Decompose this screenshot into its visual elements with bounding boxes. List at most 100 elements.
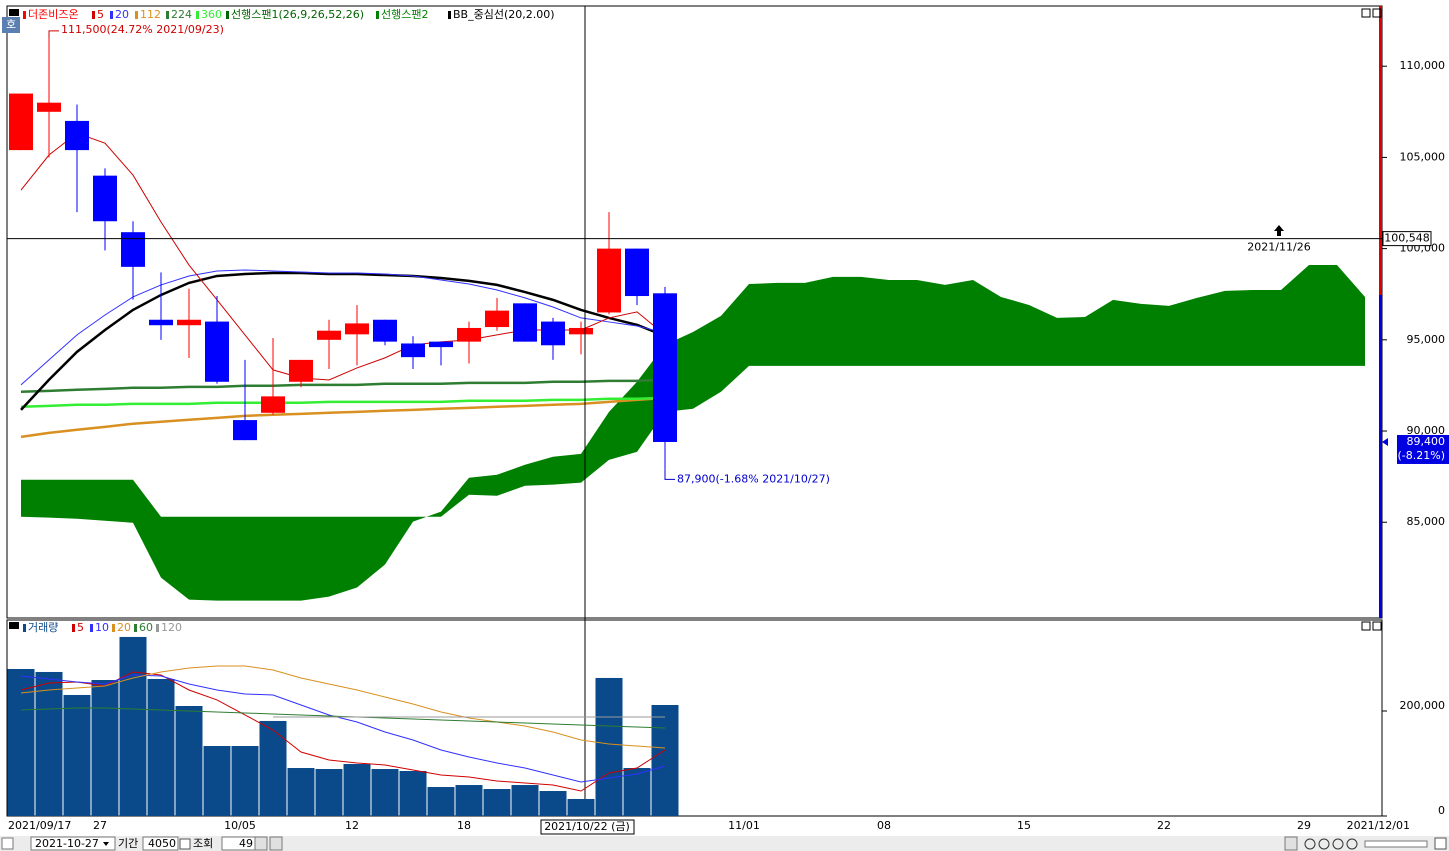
legend-label: 선행스팬1(26,9,26,52,26) — [231, 8, 364, 21]
legend-label: 20 — [115, 8, 129, 21]
ma-line — [20, 378, 666, 394]
legend-marker — [23, 11, 26, 19]
toolbar-icon[interactable] — [1, 837, 14, 850]
scroll-button[interactable] — [1284, 836, 1298, 851]
panel-button[interactable] — [1372, 621, 1382, 631]
range-bar-down — [1379, 295, 1382, 618]
period-value[interactable]: 4050 — [148, 837, 176, 850]
ma-line — [20, 269, 666, 386]
y-tick-label: 90,000 — [1407, 424, 1446, 437]
legend-label: 120 — [161, 621, 182, 634]
candle-body — [317, 330, 341, 340]
x-tick-label: 08 — [877, 819, 891, 832]
side-button[interactable] — [2, 17, 20, 33]
scroll-button[interactable] — [269, 836, 283, 851]
legend-label: 선행스팬2 — [381, 8, 428, 21]
candle-body — [625, 248, 649, 297]
x-tick-label: 11/01 — [728, 819, 760, 832]
legend-marker — [376, 11, 379, 19]
volume-bar — [175, 706, 203, 816]
date-combo-value[interactable]: 2021-10-27 — [35, 837, 99, 850]
legend-label: 112 — [140, 8, 161, 21]
legend-marker — [226, 11, 229, 19]
panel-button[interactable] — [1361, 621, 1371, 631]
volume-bar — [7, 668, 35, 816]
combo-arrow[interactable] — [103, 842, 109, 846]
legend-marker — [134, 624, 137, 632]
legend-label: 20 — [117, 621, 131, 634]
crosshair-arrow — [1274, 225, 1284, 236]
candle-body — [597, 248, 621, 313]
candle-body — [65, 120, 89, 151]
legend-marker — [92, 11, 95, 19]
count-value[interactable]: 49 — [239, 837, 253, 850]
query-button[interactable]: 조회 — [193, 837, 213, 850]
candle-body — [261, 396, 285, 413]
zoom-out[interactable] — [1304, 838, 1316, 850]
ma-line — [20, 271, 666, 411]
volume-bar — [567, 798, 595, 816]
volume-bar — [539, 791, 567, 816]
volume-bar — [203, 746, 231, 816]
legend-marker — [448, 11, 451, 19]
x-tick-label: 29 — [1297, 819, 1311, 832]
zoom-in[interactable] — [1318, 838, 1330, 850]
volume-ma-line — [20, 665, 666, 749]
legend-icon — [9, 9, 19, 16]
ichimoku-cloud — [21, 265, 1365, 601]
annotation: 87,900(-1.68% 2021/10/27) — [677, 472, 830, 485]
toolbar-icon[interactable] — [1434, 837, 1447, 850]
volume-bar — [455, 785, 483, 816]
slider[interactable] — [1364, 840, 1428, 848]
crosshair-price: 100,548 — [1384, 232, 1430, 245]
x-tick-label: 2021/12/01 — [1347, 819, 1410, 832]
period-input[interactable] — [142, 836, 179, 851]
spin-button[interactable] — [254, 836, 268, 851]
legend-marker — [135, 11, 138, 19]
reset[interactable] — [1346, 838, 1358, 850]
side-button-label[interactable]: 호 — [6, 18, 16, 31]
legend-marker — [23, 624, 26, 632]
volume-bar — [259, 720, 287, 816]
date-combo[interactable] — [30, 836, 116, 851]
last-price-pointer — [1382, 437, 1388, 446]
candle-body — [401, 343, 425, 358]
panel-button[interactable] — [1372, 8, 1382, 18]
last-price: 89,400 — [1407, 435, 1446, 448]
legend-marker — [72, 624, 75, 632]
x-tick-label: 27 — [93, 819, 107, 832]
volume-bar — [343, 764, 371, 816]
volume-bar — [119, 636, 147, 816]
last-change: (-8.21%) — [1398, 449, 1446, 462]
y-tick-label: 200,000 — [1400, 699, 1446, 712]
volume-bar — [371, 769, 399, 816]
candle-body — [9, 93, 33, 151]
candle-body — [177, 319, 201, 326]
annotation-pointer — [664, 469, 675, 480]
query-icon[interactable] — [179, 838, 191, 850]
x-tick-label: 12 — [345, 819, 359, 832]
candle-body — [233, 420, 257, 441]
toolbar — [0, 836, 1449, 851]
legend-marker — [156, 624, 159, 632]
candle-body — [345, 323, 369, 335]
x-tick-label: 18 — [457, 819, 471, 832]
candle-body — [653, 293, 677, 442]
candle-body — [513, 303, 537, 342]
legend-marker — [90, 624, 93, 632]
y-tick-label: 110,000 — [1400, 59, 1446, 72]
volume-bar — [595, 677, 623, 816]
volume-bar — [35, 671, 63, 816]
pan[interactable] — [1332, 838, 1344, 850]
x-tick-label: 2021/09/17 — [8, 819, 71, 832]
volume-bar — [231, 746, 259, 816]
candle-body — [569, 327, 593, 335]
volume-bar — [399, 771, 427, 816]
legend-marker — [112, 624, 115, 632]
legend-label: 60 — [139, 621, 153, 634]
crosshair-x-label: 2021/10/22 (금) — [544, 820, 630, 833]
legend-title: 더존비즈온 — [28, 8, 79, 21]
legend-marker — [110, 11, 113, 19]
panel-button[interactable] — [1361, 8, 1371, 18]
legend-label: BB_중심선(20,2.00) — [453, 8, 555, 21]
